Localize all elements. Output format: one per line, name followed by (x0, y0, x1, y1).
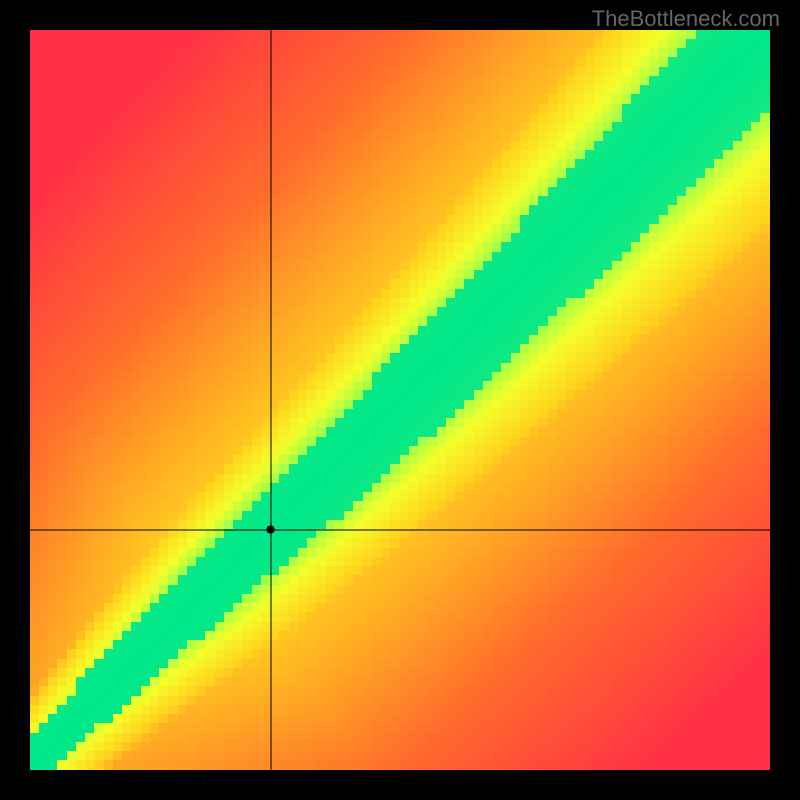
heatmap-canvas (30, 30, 770, 770)
watermark-text: TheBottleneck.com (592, 6, 780, 32)
chart-container: TheBottleneck.com (0, 0, 800, 800)
plot-area (30, 30, 770, 770)
